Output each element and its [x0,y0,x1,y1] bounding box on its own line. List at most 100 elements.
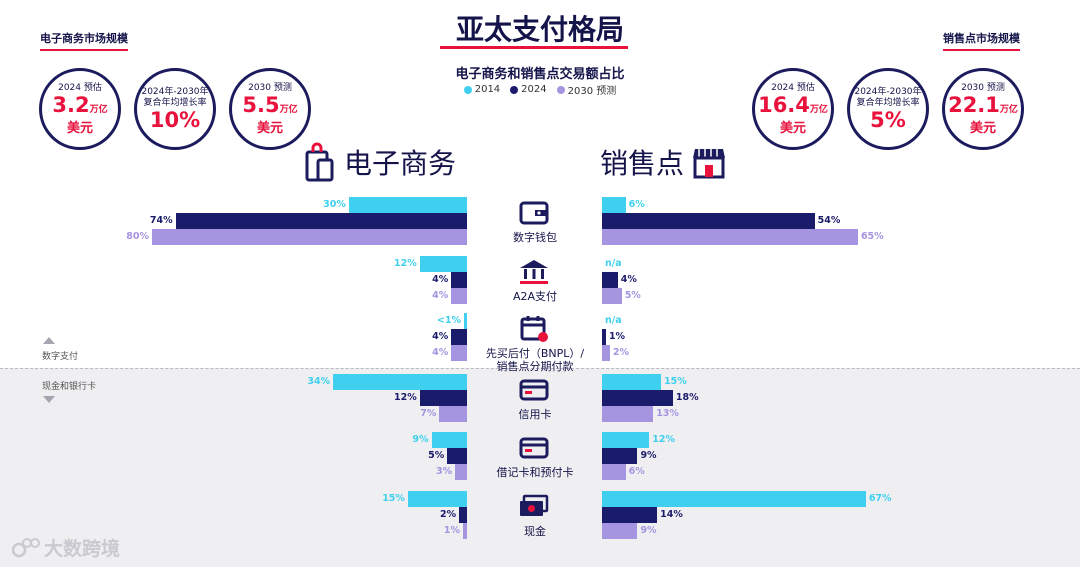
ecommerce-bar-2024 [451,329,467,345]
page-title: 亚太支付格局 [455,13,624,46]
ecommerce-bar-2024 [451,272,467,288]
pos-heading: 销售点 [600,142,726,182]
ecommerce-bar-2014 [333,374,467,390]
stat-caption: 2024 预估 [58,82,102,93]
credit-card-icon [518,376,550,404]
stat-number: 3.2 [52,92,90,117]
category-label: 数字钱包 [470,231,600,244]
stat-caption: 2030 预测 [248,82,292,93]
ecommerce-value-label: 15% [382,493,405,504]
stat-number: 5.5 [242,92,280,117]
pos-bar-2024 [602,213,815,229]
stat-unit: 万亿 [999,104,1018,115]
ecommerce-value-label: 5% [428,450,445,461]
pos-value-label: 18% [675,392,699,403]
chart-legend: 2014 2024 2030 预测 [0,82,1080,97]
ecommerce-bar-2014 [407,491,467,507]
ecommerce-value-label: 34% [307,376,331,387]
legend-dot-2030 [556,85,565,94]
category-label: 先买后付（BNPL）/销售点分期付款 [470,347,600,373]
stat-unit: 万亿 [279,104,298,115]
stat-value: 10% [149,108,201,132]
ecommerce-value-label: 4% [432,290,449,301]
stat-currency: 美元 [969,120,996,136]
pos-bar-2014 [602,197,626,213]
ecommerce-value-label: <1% [436,315,461,326]
ecommerce-bar-2030 [463,523,467,539]
pos-value-label: 1% [608,331,626,342]
category-label-line: 先买后付（BNPL）/ [485,347,585,360]
pos-bar-2030 [602,406,654,422]
ecommerce-bar-2030 [451,345,467,361]
stat-caption: 2030 预测 [961,82,1005,93]
ecommerce-bar-2014 [431,432,467,448]
pos-bar-2014 [602,374,662,390]
pos-bar-2030 [602,288,622,304]
ecommerce-bar-2030 [451,288,467,304]
ecommerce-heading-text: 电子商务 [344,147,457,180]
ecommerce-value-label: 80% [126,231,149,242]
pos-value-label: 9% [640,450,657,461]
stat-value: 5.5万亿 [242,94,297,121]
watermark: 大数跨境 [12,534,120,561]
pos-value-label: 13% [656,408,679,419]
stat-unit: 万亿 [809,104,828,115]
stat-unit: 万亿 [89,104,108,115]
legend-label-2030: 2030 预测 [567,86,617,97]
digital-payments-note: 数字支付 [42,352,79,362]
legend-item-2030: 2030 预测 [556,82,617,97]
pos-value-label: 12% [652,434,675,445]
bank-icon [518,258,550,286]
pos-market-label: 销售点市场规模 [943,30,1020,51]
pos-bar-2024 [602,448,638,464]
legend-item-2024: 2024 [510,82,547,97]
pos-bar-2014 [602,432,650,448]
ecommerce-value-label: 4% [432,274,449,285]
cash-card-note: 现金和银行卡 [42,382,97,392]
category-label-line: 数字钱包 [513,231,557,244]
category-label: A2A支付 [470,290,600,303]
category-label-line: 销售点分期付款 [496,360,574,373]
pos-value-label: 15% [664,376,687,387]
pos-cagr-stat: 2024年-2030年 复合年均增长率 5% [847,68,929,150]
category-label-line: A2A支付 [512,290,558,303]
zone-divider [0,368,1080,369]
pos-bar-2014 [602,491,866,507]
stat-caption: 2024 预估 [771,82,815,93]
ecommerce-heading: 电子商务 [304,142,456,182]
legend-item-2014: 2014 [463,82,500,97]
stat-value: 22.1万亿 [948,94,1018,121]
stat-value: 16.4万亿 [758,94,828,121]
watermark-logo-icon [12,537,40,557]
ecommerce-value-label: 4% [432,347,449,358]
stat-caption-2: 复合年均增长率 [143,98,207,108]
pos-bar-2024 [602,390,673,406]
pos-value-label: 9% [640,525,657,536]
ecommerce-value-label: 9% [412,434,429,445]
ecommerce-bar-2024 [447,448,467,464]
chart-subtitle: 电子商务和销售点交易额占比 [455,67,625,82]
shopping-bag-icon [305,142,334,182]
ecommerce-market-label-text: 电子商务市场规模 [40,32,128,45]
ecommerce-bar-2014 [464,313,467,329]
stat-caption-2: 复合年均增长率 [856,98,920,108]
stat-currency: 美元 [66,120,93,136]
calendar-icon [518,315,550,343]
ecommerce-bar-2014 [348,197,467,213]
pos-bar-2030 [602,464,626,480]
ecommerce-bar-2024 [459,507,467,523]
stat-number: 22.1 [948,92,1000,117]
ecommerce-value-label: 3% [436,466,453,477]
title-underline [440,46,628,49]
pos-bar-2030 [602,229,858,245]
category-label-line: 现金 [524,525,546,538]
ecommerce-value-label: 74% [149,215,173,226]
pos-value-label: 65% [860,231,884,242]
ecommerce-2030-stat: 2030 预测 5.5万亿 美元 [229,68,311,150]
pos-2030-stat: 2030 预测 22.1万亿 美元 [942,68,1024,150]
pos-value-label: 67% [868,493,892,504]
pos-2024-stat: 2024 预估 16.4万亿 美元 [752,68,834,150]
pos-value-label: n/a [605,315,622,326]
ecommerce-bar-2030 [152,229,467,245]
stat-currency: 美元 [779,120,806,136]
